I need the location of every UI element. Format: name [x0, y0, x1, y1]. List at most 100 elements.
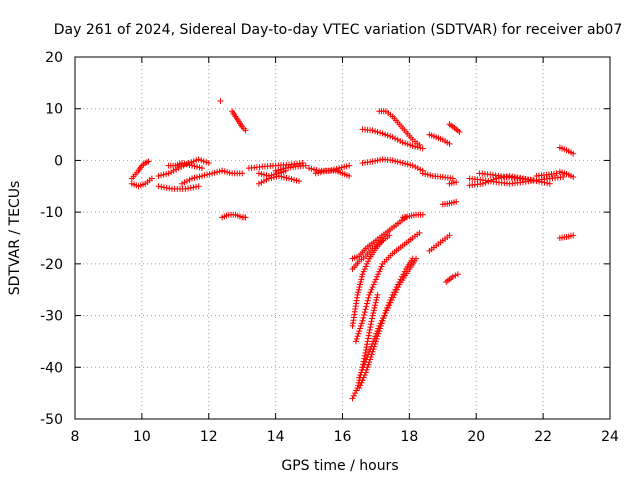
data-point [372, 128, 379, 135]
data-point [258, 179, 265, 186]
data-point [374, 291, 381, 298]
data-point [186, 161, 193, 168]
data-point [275, 167, 282, 174]
data-point [402, 160, 409, 167]
data-point [530, 177, 537, 184]
data-point [388, 297, 395, 304]
data-point [312, 170, 319, 177]
data-point [379, 130, 386, 137]
data-point [377, 266, 384, 273]
data-point [373, 297, 380, 304]
data-point [372, 333, 379, 340]
data-point [419, 211, 426, 218]
data-point [553, 170, 560, 177]
data-point [374, 328, 381, 335]
data-point [369, 158, 376, 165]
data-point [189, 162, 196, 169]
data-point [255, 180, 262, 187]
data-point [373, 294, 380, 301]
data-point [356, 328, 363, 335]
data-point [364, 338, 371, 345]
data-point [258, 171, 265, 178]
data-point [417, 166, 424, 173]
data-point [190, 158, 197, 165]
x-tick-label: 16 [334, 429, 352, 445]
data-point [239, 170, 246, 177]
data-point [407, 161, 414, 168]
data-point [361, 311, 368, 318]
data-point [182, 185, 189, 192]
data-point [185, 185, 192, 192]
data-point [392, 158, 399, 165]
data-point [536, 178, 543, 185]
data-point [362, 306, 369, 313]
data-point [394, 158, 401, 165]
data-point [359, 271, 366, 278]
data-point [376, 322, 383, 329]
data-point [273, 171, 280, 178]
data-point [394, 136, 401, 143]
data-point [533, 178, 540, 185]
data-point [414, 165, 421, 172]
data-point [288, 176, 295, 183]
data-point [356, 284, 363, 291]
data-point [371, 304, 378, 311]
data-point [181, 179, 188, 186]
data-point [362, 359, 369, 366]
data-point [361, 266, 368, 273]
data-point [155, 183, 162, 190]
data-point [163, 171, 170, 178]
data-point [404, 141, 411, 148]
data-point [354, 333, 361, 340]
axis-ticks: 8 10 12 14 16 18 20 22 24 -50 -40 -30 -20 -10 0 10 20 [40, 50, 619, 445]
data-point [306, 165, 313, 172]
data-point [189, 175, 196, 182]
data-point [357, 325, 364, 332]
data-point [449, 273, 456, 280]
data-point [490, 176, 497, 183]
data-point [291, 176, 298, 183]
data-point [427, 172, 434, 179]
data-point [263, 172, 270, 179]
data-point [166, 185, 173, 192]
data-point [272, 167, 279, 174]
data-point [369, 315, 376, 322]
data-point [365, 351, 372, 358]
data-point [357, 322, 364, 329]
y-axis-title: SDTVAR / TECUs [7, 181, 23, 296]
data-point [191, 174, 198, 181]
data-point [485, 178, 492, 185]
data-point [560, 173, 567, 180]
data-point [200, 158, 207, 165]
data-point [260, 171, 267, 178]
x-axis-title: GPS time / hours [281, 458, 398, 474]
data-point [173, 166, 180, 173]
x-tick-label: 18 [400, 429, 418, 445]
data-point [366, 348, 373, 355]
data-point [354, 291, 361, 298]
data-point [270, 171, 277, 178]
data-point [370, 338, 377, 345]
data-point [199, 172, 206, 179]
data-point [224, 169, 231, 176]
data-point [372, 299, 379, 306]
data-point [538, 179, 545, 186]
data-point [368, 343, 375, 350]
data-point [193, 183, 200, 190]
data-point [375, 325, 382, 332]
data-point [350, 392, 357, 399]
data-point [205, 160, 212, 167]
data-point [365, 335, 372, 342]
data-point [546, 180, 553, 187]
y-tick-label: -20 [40, 257, 63, 273]
x-tick-label: 14 [267, 429, 285, 445]
data-point [353, 387, 360, 394]
x-tick-label: 22 [534, 429, 552, 445]
data-point [356, 374, 363, 381]
data-point [184, 178, 191, 185]
data-point [371, 335, 378, 342]
data-point [214, 169, 221, 176]
data-point [391, 291, 398, 298]
data-point [360, 314, 367, 321]
